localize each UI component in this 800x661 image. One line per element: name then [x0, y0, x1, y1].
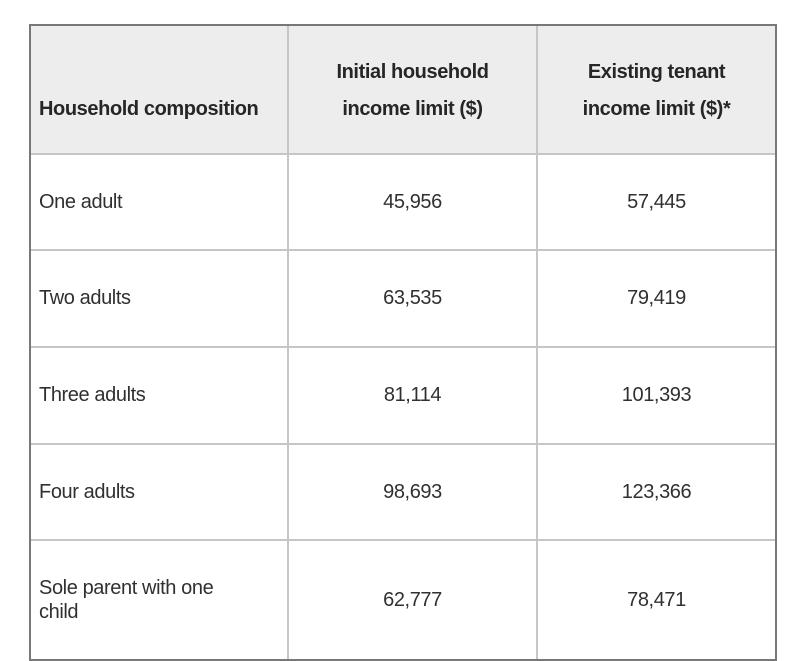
cell-existing-income-limit: 57,445: [538, 155, 775, 251]
cell-household-composition: One adult: [31, 155, 289, 251]
cell-existing-income-limit: 101,393: [538, 348, 775, 445]
column-header-label-line1: Initial household: [336, 61, 489, 83]
table-row: Four adults 98,693 123,366: [31, 445, 775, 541]
cell-label-line1: Sole parent with one: [39, 577, 214, 599]
cell-household-composition: Two adults: [31, 251, 289, 348]
table-row: Three adults 81,114 101,393: [31, 348, 775, 445]
cell-existing-income-limit: 78,471: [627, 588, 686, 611]
cell-household-composition: Sole parent with one child: [31, 541, 289, 659]
header-row: Household composition Initial household …: [31, 26, 775, 155]
cell-household-composition: Three adults: [31, 348, 289, 445]
page: { "table": { "header": { "composition": …: [29, 24, 777, 661]
cell-initial-income-limit: 63,535: [289, 251, 538, 348]
cell-existing-income-limit: 123,366: [538, 445, 775, 541]
income-limits-table-grid: Household composition Initial household …: [31, 26, 775, 659]
column-header-label-line2: income limit ($): [342, 98, 483, 120]
column-header-household-composition: Household composition: [31, 26, 289, 155]
table-row: One adult 45,956 57,445: [31, 155, 775, 251]
cell-label-line2: child: [39, 601, 79, 623]
cell-initial-income-limit: 98,693: [289, 445, 538, 541]
cell-household-composition: Four adults: [31, 445, 289, 541]
table-row: Sole parent with one child 62,777 78,471: [31, 541, 775, 659]
income-limits-table: Household composition Initial household …: [29, 24, 777, 661]
column-header-label-line2: income limit ($)*: [582, 98, 731, 120]
column-header-label: Household composition: [39, 98, 259, 120]
table-row: Two adults 63,535 79,419: [31, 251, 775, 348]
cell-initial-income-limit: 45,956: [289, 155, 538, 251]
column-header-label-line1: Existing tenant: [587, 61, 726, 83]
cell-initial-income-limit: 62,777: [289, 541, 538, 659]
column-header-initial-income-limit: Initial household income limit ($): [289, 26, 538, 155]
column-header-existing-income-limit: Existing tenant income limit ($)*: [538, 26, 775, 155]
cell-initial-income-limit: 81,114: [289, 348, 538, 445]
cell-existing-income-limit: 79,419: [538, 251, 775, 348]
